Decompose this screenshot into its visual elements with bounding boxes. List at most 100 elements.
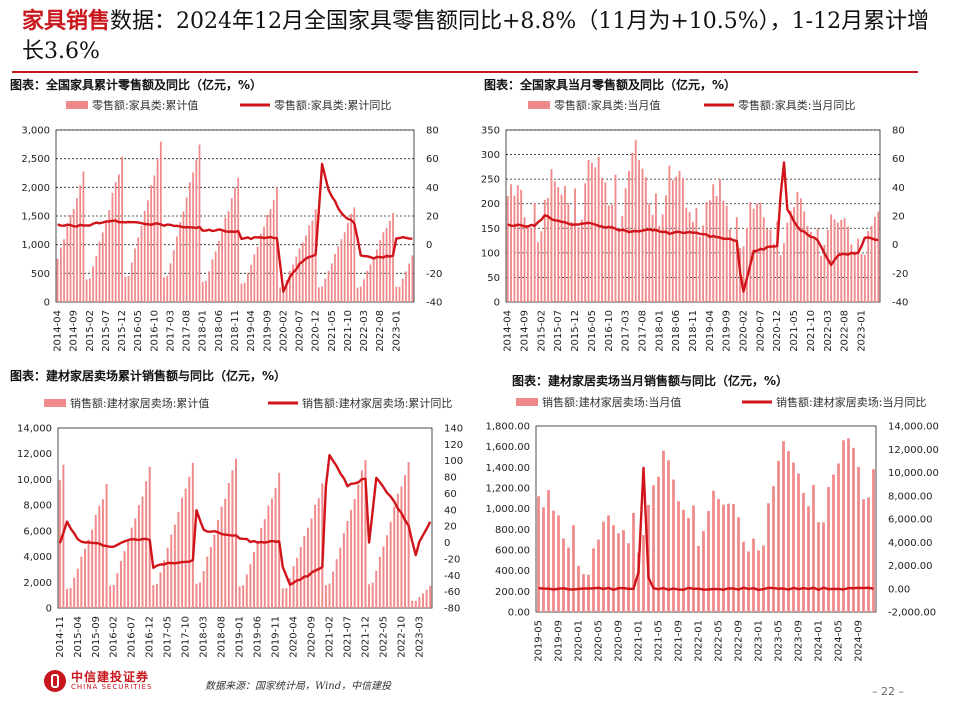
bar — [392, 212, 394, 302]
bar — [378, 556, 381, 608]
bar — [877, 211, 880, 302]
bar — [860, 254, 863, 302]
bar — [783, 243, 785, 302]
y-tick-right: 40 — [892, 183, 905, 194]
bar — [263, 519, 266, 608]
y-tick-left: 2,000 — [23, 578, 52, 589]
bar — [806, 225, 809, 302]
y-tick-right: 60 — [892, 154, 905, 165]
bar — [339, 547, 342, 608]
y-tick-left: 1,500 — [21, 212, 50, 223]
page-title-highlight: 家具销售 — [22, 8, 111, 34]
x-tick: 2023-05 — [774, 620, 785, 662]
bar — [177, 511, 180, 608]
x-tick: 2016-05 — [587, 310, 598, 352]
bar — [742, 541, 745, 612]
legend-swatch-bar — [66, 101, 88, 109]
bar — [159, 572, 162, 608]
x-tick: 2014-09 — [69, 310, 80, 352]
bar — [712, 490, 715, 612]
y-tick-right: 80 — [426, 126, 439, 137]
y-tick-right: 6,000.00 — [888, 515, 933, 526]
bar — [279, 287, 282, 302]
bar — [63, 239, 65, 302]
line-series — [538, 466, 874, 591]
bar — [105, 221, 107, 302]
bar — [169, 263, 172, 302]
bar — [547, 197, 550, 302]
bar — [382, 546, 385, 608]
y-tick-right: 20 — [426, 212, 439, 223]
bar — [756, 203, 758, 302]
x-tick: 2022-05 — [378, 616, 389, 658]
bar — [266, 214, 269, 302]
bar — [224, 498, 227, 608]
bar — [772, 243, 775, 302]
bar — [597, 539, 600, 612]
bar — [789, 210, 792, 302]
x-tick: 2022-05 — [714, 620, 725, 662]
x-tick: 2020-09 — [614, 620, 625, 662]
bar — [317, 287, 320, 302]
bar — [577, 227, 580, 302]
bar — [163, 277, 165, 302]
bar — [281, 588, 284, 608]
bar — [292, 566, 295, 608]
bar — [111, 192, 114, 302]
bar — [719, 179, 721, 302]
logo-text-cn: 中信建投证券 — [71, 670, 150, 684]
bar — [429, 585, 432, 608]
logo-text-en: CHINA SECURITIES — [71, 683, 153, 691]
x-tick: 2021-09 — [674, 620, 685, 662]
bar — [637, 552, 640, 612]
bar — [150, 185, 153, 302]
bar — [398, 286, 401, 302]
bar — [87, 539, 90, 608]
bar — [288, 578, 291, 608]
bar — [155, 583, 158, 608]
bar — [772, 486, 775, 612]
bar — [134, 248, 136, 302]
chart-legend: 零售额:家具类:累计值 零售额:家具类:累计同比 — [66, 98, 391, 112]
bar — [587, 574, 590, 612]
bar — [205, 280, 207, 302]
bar-series — [506, 139, 880, 302]
bar — [644, 177, 647, 302]
bar — [159, 141, 162, 302]
bar — [321, 286, 323, 302]
bar — [353, 499, 356, 608]
x-tick: 2024-01 — [814, 620, 825, 662]
x-tick: 2023-01 — [856, 310, 867, 352]
x-tick: 2015-07 — [101, 310, 112, 352]
bar — [386, 535, 389, 608]
bar — [173, 524, 176, 608]
bar — [256, 246, 259, 302]
bar — [220, 506, 223, 608]
bar — [624, 188, 627, 302]
bar — [393, 506, 396, 608]
chart-monthly-furniture-retail: 零售额:家具类:当月值 零售额:家具类:当月同比05010015020025030… — [481, 98, 908, 352]
bar — [400, 486, 403, 608]
y-tick-right: 4,000.00 — [888, 538, 933, 549]
bar — [677, 501, 680, 612]
bar — [101, 499, 104, 608]
bar — [310, 518, 313, 608]
bar — [651, 214, 654, 302]
x-tick: 2015-12 — [117, 310, 128, 352]
x-tick: 2019-01 — [235, 616, 246, 658]
bar — [628, 171, 630, 302]
y-tick-left: 4,000 — [23, 552, 52, 563]
bar — [847, 438, 850, 612]
chart-title-cumulative-building-materials: 图表：建材家居卖场累计销售额与同比（亿元，%） — [10, 369, 287, 383]
bar — [872, 469, 875, 612]
bar — [79, 185, 82, 302]
bar — [191, 462, 194, 608]
chart-cumulative-building-materials-sales: 销售额:建材家居卖场:累计值 销售额:建材家居卖场:累计同比 0 2,000 4,000… — [17, 396, 463, 658]
x-tick: 2015-07 — [553, 310, 564, 352]
y-tick-left: 200 — [481, 199, 500, 210]
bar — [267, 505, 270, 608]
bar — [343, 232, 346, 302]
x-tick: 2020-04 — [289, 616, 300, 658]
bar — [657, 476, 660, 612]
bar — [141, 496, 144, 608]
